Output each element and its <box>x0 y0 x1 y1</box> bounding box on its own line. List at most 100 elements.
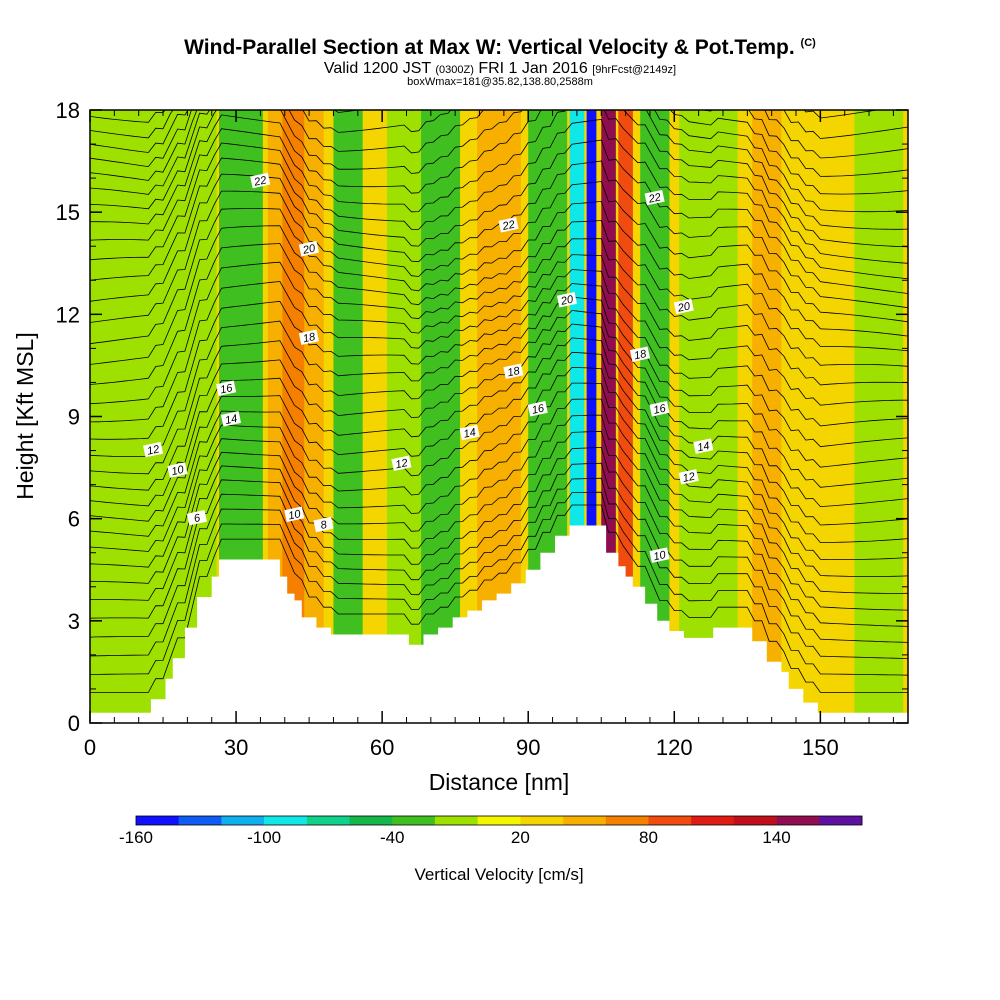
chart-title: Wind-Parallel Section at Max W: Vertical… <box>0 36 1000 60</box>
contour-label-22: 22 <box>644 189 665 206</box>
colorbar-swatch <box>648 816 692 825</box>
contour-label-1: 8 <box>313 516 334 533</box>
theta-contour-line-11 <box>90 337 908 508</box>
contour-label-19: 20 <box>673 298 694 315</box>
contour-label-bg <box>498 217 519 233</box>
contour-label-bg <box>459 424 480 441</box>
contour-label-bg <box>649 400 670 417</box>
colorbar: -160 -100 -40 20 80 140 <box>119 815 863 847</box>
colorbar-swatch <box>221 816 265 825</box>
contour-label-bg <box>298 329 319 345</box>
y-tick-label: 18 <box>56 98 80 123</box>
contour-label-text: 18 <box>633 348 648 362</box>
contour-label-17: 20 <box>298 240 319 257</box>
contour-label-text: 20 <box>301 242 317 257</box>
theta-contour-line-30 <box>90 110 908 177</box>
contour-label-text: 8 <box>319 519 328 532</box>
contour-label-4: 10 <box>649 547 670 563</box>
axis-ticks: 0 30 60 90 120 150 0 3 6 9 12 15 18 <box>56 98 908 760</box>
contour-label-bg <box>284 506 305 523</box>
w-band-15 <box>679 110 738 723</box>
contour-label-text: 18 <box>506 365 521 379</box>
colorbar-tick-label: 20 <box>511 828 530 847</box>
contour-label-bg <box>503 363 524 379</box>
chart-subtitle: Valid 1200 JST (0300Z) FRI 1 Jan 2016 [9… <box>0 60 1000 78</box>
contour-label-bg <box>298 240 319 257</box>
contour-label-bg <box>649 547 670 563</box>
theta-contour-line-9 <box>90 366 908 544</box>
w-band-17 <box>810 110 850 723</box>
colorbar-frame <box>135 815 863 826</box>
w-band-11 <box>586 110 597 723</box>
colorbar-swatch <box>392 816 436 825</box>
theta-contour-line-24 <box>90 118 908 280</box>
contour-label-text: 14 <box>696 440 710 454</box>
colorbar-swatch <box>306 816 350 825</box>
chart-title-text: Wind-Parallel Section at Max W: Vertical… <box>184 36 795 59</box>
theta-contour-line-29 <box>90 110 908 195</box>
theta-contour-line-2 <box>90 477 908 659</box>
contour-label-text: 12 <box>394 457 408 471</box>
contour-label-text: 18 <box>302 331 317 345</box>
contour-label-bg <box>629 346 651 362</box>
contour-labels: 6 8 10 10 10 12 12 12 14 14 14 16 16 16 18 18 18 20 20 20 22… <box>143 172 714 563</box>
contour-label-text: 10 <box>287 508 302 522</box>
colorbar-tick-label: -160 <box>119 828 153 847</box>
y-tick-label: 3 <box>68 609 80 634</box>
contour-label-21: 22 <box>498 217 519 233</box>
x-axis-title: Distance [nm] <box>429 769 570 795</box>
contour-label-bg <box>391 455 412 471</box>
theta-contour-line-31 <box>90 110 908 159</box>
colorbar-swatch <box>691 816 735 825</box>
theta-contour-line-6 <box>90 414 908 594</box>
valid-utc: (0300Z) <box>435 64 474 76</box>
y-tick-label: 6 <box>68 507 80 532</box>
contour-label-7: 12 <box>678 469 699 485</box>
colorbar-swatch <box>819 816 863 825</box>
contour-label-text: 22 <box>647 191 662 205</box>
theta-contour-line-20 <box>90 200 908 345</box>
x-tick-label: 120 <box>656 735 693 760</box>
colorbar-swatch <box>136 816 180 825</box>
y-tick-label: 12 <box>56 302 80 327</box>
contour-label-9: 14 <box>459 424 480 441</box>
colorbar-tick-label: 80 <box>639 828 658 847</box>
theta-contour-line-22 <box>90 160 908 309</box>
contour-label-bg <box>143 441 164 458</box>
theta-contour-line-1 <box>90 491 908 676</box>
contour-label-12: 16 <box>527 400 548 417</box>
w-band-5 <box>333 110 363 723</box>
contour-label-bg <box>527 400 548 417</box>
theta-contour-line-14 <box>90 296 908 457</box>
x-tick-label: 60 <box>370 735 394 760</box>
colorbar-tick-label: -40 <box>380 828 405 847</box>
valid-date: FRI 1 Jan 2016 <box>478 60 588 77</box>
terrain <box>90 525 908 723</box>
theta-contour-line-26 <box>90 110 908 248</box>
colorbar-swatch <box>563 816 607 825</box>
contour-label-11: 16 <box>216 380 237 397</box>
copyright-mark: (C) <box>800 37 816 49</box>
colorbar-swatch <box>264 816 308 825</box>
contour-label-bg <box>556 291 578 308</box>
contour-label-bg <box>313 516 334 533</box>
colorbar-swatch <box>434 816 478 825</box>
colorbar-swatch <box>178 816 222 825</box>
terrain-mask <box>90 525 908 723</box>
theta-contour-line-12 <box>90 323 908 491</box>
theta-contour-line-4 <box>90 446 908 627</box>
contour-label-text: 10 <box>170 464 185 478</box>
theta-contour-line-3 <box>90 462 908 643</box>
theta-contour-line-18 <box>90 238 908 385</box>
contour-label-text: 6 <box>193 512 202 525</box>
contour-label-bg <box>678 469 699 485</box>
contour-label-bg <box>220 411 242 427</box>
theta-contour-line-7 <box>90 398 908 577</box>
colorbar-swatch <box>477 816 521 825</box>
contour-label-3: 10 <box>284 506 305 523</box>
theta-contour-line-5 <box>90 430 908 611</box>
contour-label-text: 22 <box>501 219 516 233</box>
contour-label-bg <box>216 380 237 397</box>
theta-contour-line-17 <box>90 254 908 405</box>
contour-label-16: 18 <box>629 346 651 362</box>
